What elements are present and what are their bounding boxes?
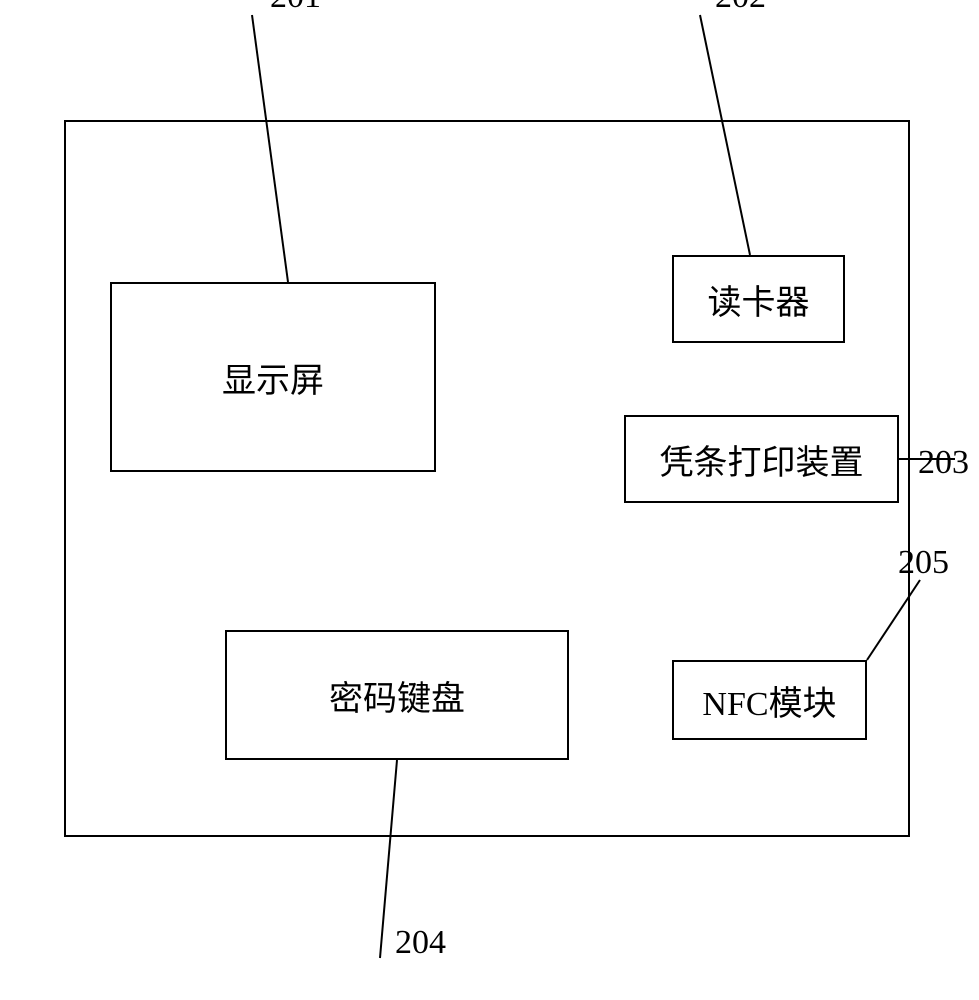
ref-205: 205 <box>898 544 949 582</box>
nfc-module-block: NFC模块 <box>672 660 867 740</box>
receipt-printer-label: 凭条打印装置 <box>660 435 864 484</box>
card-reader-label: 读卡器 <box>708 275 810 324</box>
card-reader-block: 读卡器 <box>672 255 845 343</box>
display-label: 显示屏 <box>222 353 324 402</box>
receipt-printer-block: 凭条打印装置 <box>624 415 899 503</box>
diagram-canvas: 显示屏 读卡器 凭条打印装置 密码键盘 NFC模块 201 202 203 20… <box>0 0 979 1000</box>
nfc-module-label: NFC模块 <box>702 676 836 725</box>
pin-keypad-label: 密码键盘 <box>329 671 465 720</box>
display-block: 显示屏 <box>110 282 436 472</box>
ref-202: 202 <box>715 0 766 16</box>
ref-204: 204 <box>395 924 446 962</box>
ref-201: 201 <box>270 0 321 16</box>
ref-203: 203 <box>918 444 969 482</box>
pin-keypad-block: 密码键盘 <box>225 630 569 760</box>
